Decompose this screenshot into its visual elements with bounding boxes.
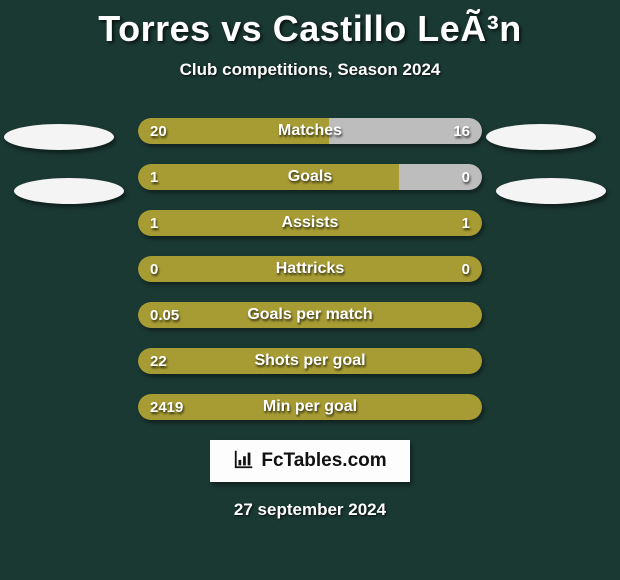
stat-row: Min per goal2419 xyxy=(138,394,482,420)
subtitle: Club competitions, Season 2024 xyxy=(0,60,620,80)
page-title: Torres vs Castillo LeÃ³n xyxy=(0,0,620,50)
logo-text: FcTables.com xyxy=(261,450,386,472)
chart-icon xyxy=(233,448,255,475)
footer-date: 27 september 2024 xyxy=(0,500,620,520)
stat-row: Shots per goal22 xyxy=(138,348,482,374)
stat-row: Assists11 xyxy=(138,210,482,236)
decor-ellipse xyxy=(486,124,596,150)
decor-ellipse xyxy=(14,178,124,204)
stats-bars: Matches2016 Goals10 Assists11 Hattricks00 Go… xyxy=(138,118,482,420)
stat-row: Goals per match0.05 xyxy=(138,302,482,328)
stat-row: Hattricks00 xyxy=(138,256,482,282)
stat-row: Goals10 xyxy=(138,164,482,190)
logo-box: FcTables.com xyxy=(210,440,410,482)
decor-ellipse xyxy=(496,178,606,204)
decor-ellipse xyxy=(4,124,114,150)
stat-row: Matches2016 xyxy=(138,118,482,144)
